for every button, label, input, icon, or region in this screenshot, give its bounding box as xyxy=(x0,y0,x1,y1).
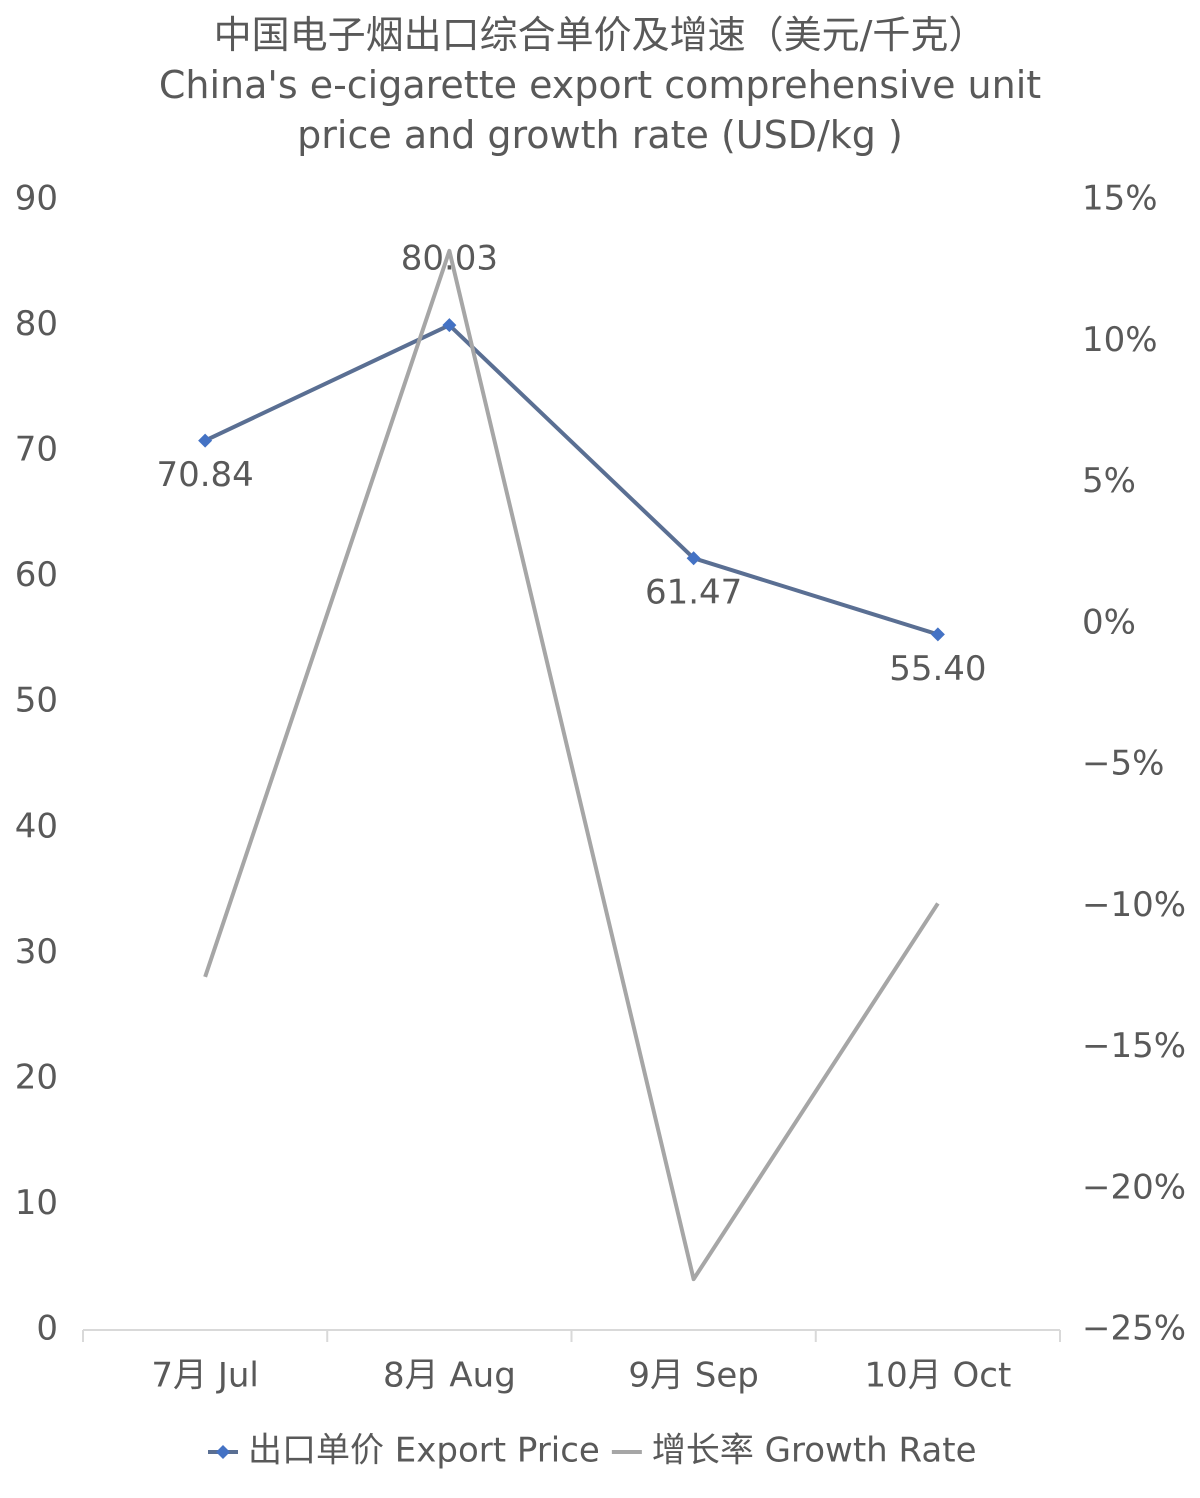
y2-tick-label: −20% xyxy=(1082,1167,1186,1207)
x-tick-label: 10月 Oct xyxy=(864,1356,1011,1396)
series-line xyxy=(204,323,939,637)
y-tick-label: 0 xyxy=(36,1309,58,1349)
y2-tick-label: −5% xyxy=(1082,744,1164,784)
legend-marker xyxy=(216,1445,230,1459)
y-tick-label: 10 xyxy=(15,1183,58,1223)
data-label: 55.40 xyxy=(889,649,986,689)
series-line xyxy=(203,248,940,1282)
marker xyxy=(198,433,213,448)
y2-tick-label: −15% xyxy=(1082,1026,1186,1066)
data-label: 70.84 xyxy=(156,455,253,495)
x-tick-label: 8月 Aug xyxy=(383,1356,516,1396)
y-tick-label: 50 xyxy=(15,681,58,721)
y2-tick-label: −10% xyxy=(1082,885,1186,925)
y2-tick-label: 5% xyxy=(1082,461,1136,501)
y2-tick-label: 15% xyxy=(1082,179,1158,219)
legend-label: 增长率 Growth Rate xyxy=(652,1431,977,1471)
y-tick-label: 20 xyxy=(15,1057,58,1097)
y-tick-label: 80 xyxy=(15,304,58,344)
chart-title: 中国电子烟出口综合单价及增速（美元/千克） xyxy=(213,13,987,57)
y-tick-label: 30 xyxy=(15,932,58,972)
x-tick-label: 9月 Sep xyxy=(628,1356,759,1396)
y2-tick-label: 0% xyxy=(1082,602,1136,642)
y-tick-label: 40 xyxy=(15,806,58,846)
y-tick-label: 90 xyxy=(15,179,58,219)
titles: 中国电子烟出口综合单价及增速（美元/千克） China's e-cigarett… xyxy=(100,10,1100,160)
legend-label: 出口单价 Export Price xyxy=(248,1431,600,1471)
x-tick-label: 7月 Jul xyxy=(151,1356,258,1396)
marker xyxy=(686,551,701,566)
y-tick-label: 60 xyxy=(15,555,58,595)
marker xyxy=(442,318,457,333)
y2-tick-label: −25% xyxy=(1082,1309,1186,1349)
y2-tick-label: 10% xyxy=(1082,320,1158,360)
data-label: 61.47 xyxy=(645,573,742,613)
y-tick-label: 70 xyxy=(15,430,58,470)
marker xyxy=(930,627,945,642)
chart-subtitle: China's e-cigarette export comprehensive… xyxy=(158,63,1042,157)
